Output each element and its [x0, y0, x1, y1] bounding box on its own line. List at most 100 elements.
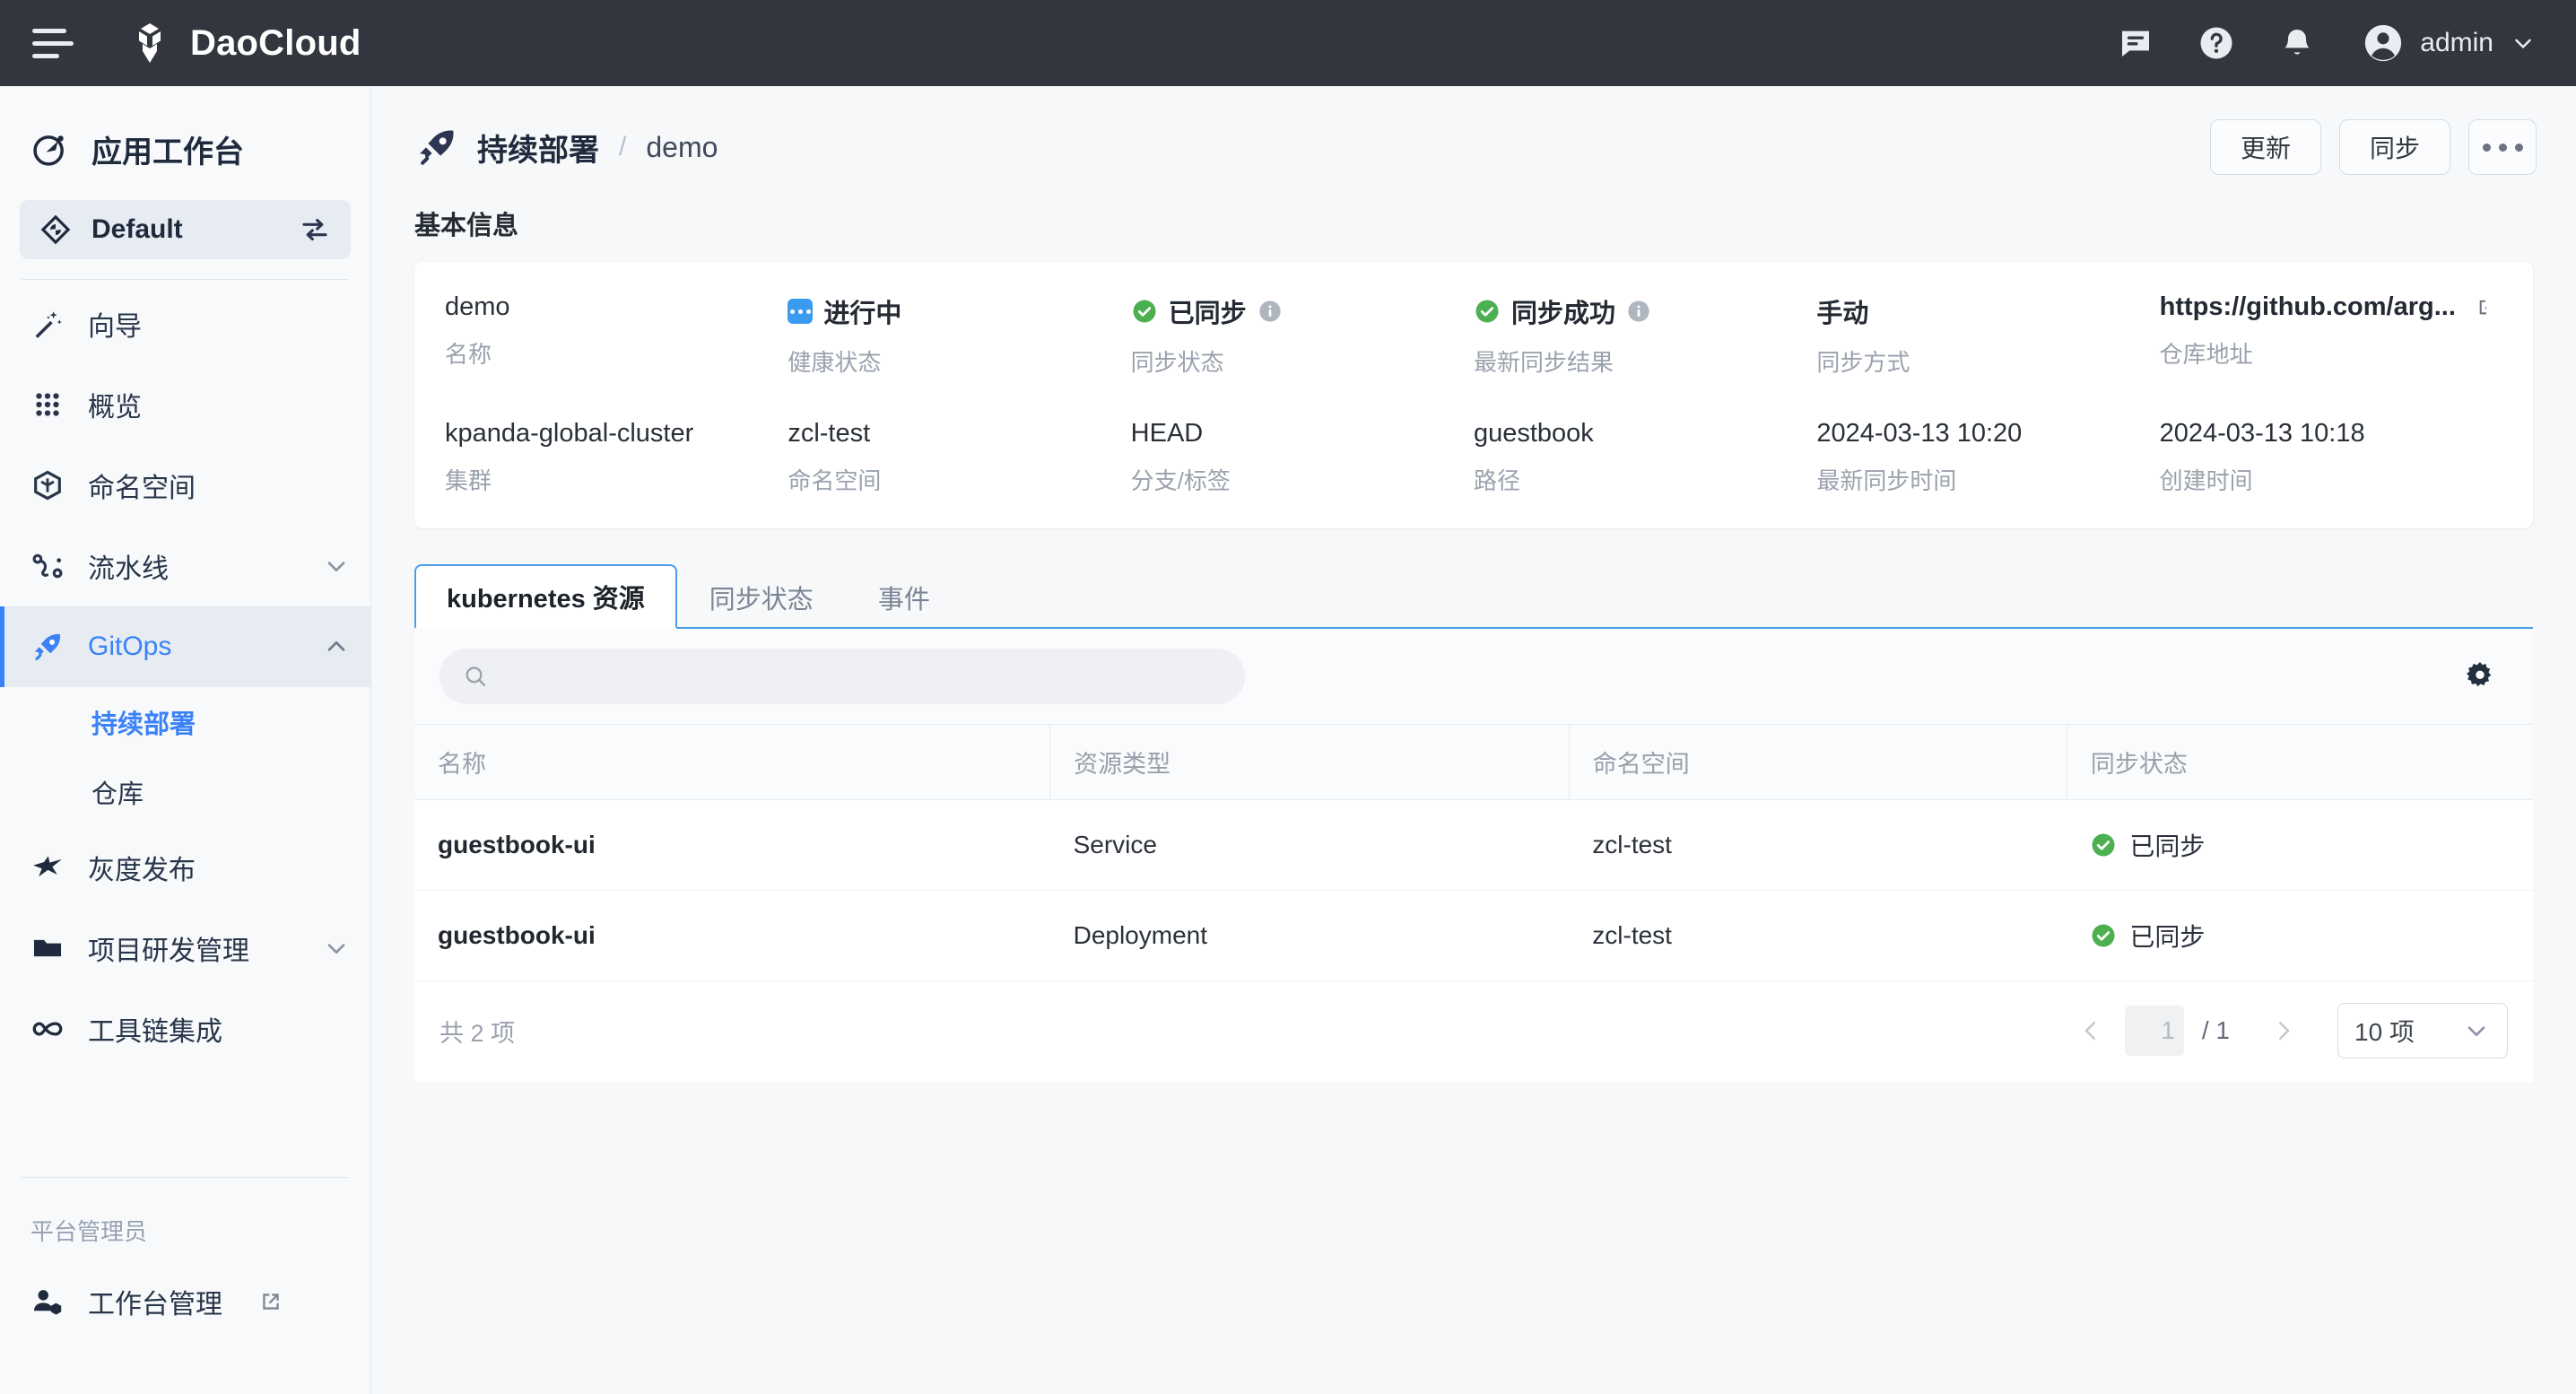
- status-badge: 已同步: [2090, 918, 2533, 954]
- cell-resource-type: Service: [1049, 799, 1570, 891]
- tab-events[interactable]: 事件: [877, 586, 930, 614]
- sidebar-nav: 向导 概览: [0, 283, 370, 1069]
- page-number-input[interactable]: [2124, 1006, 2184, 1056]
- breadcrumb-separator: /: [619, 132, 627, 161]
- info-value[interactable]: https://github.com/arg...: [2159, 292, 2456, 321]
- page-size-select[interactable]: 10 项: [2337, 1003, 2508, 1059]
- sidebar-item-toolchain[interactable]: 工具链集成: [0, 989, 370, 1069]
- pagination-total: 共 2 项: [439, 1019, 516, 1047]
- cube-icon: [34, 470, 61, 501]
- pipeline-icon: [32, 553, 63, 579]
- cell-namespace: zcl-test: [1569, 890, 2067, 981]
- help-circle-icon[interactable]: [2196, 22, 2237, 64]
- swap-icon[interactable]: [299, 213, 331, 246]
- breadcrumb-root[interactable]: 持续部署: [477, 133, 599, 168]
- running-icon: [788, 299, 814, 324]
- external-link-icon[interactable]: [258, 1289, 283, 1314]
- sidebar-item-label: 工作台管理: [88, 1290, 222, 1320]
- chevron-down-icon[interactable]: [322, 934, 351, 963]
- table-row[interactable]: guestbook-ui Service zcl-test: [414, 799, 2533, 891]
- tab-bar: kubernetes 资源 同步状态 事件: [414, 564, 2533, 629]
- sidebar-subitem-label: 仓库: [91, 780, 144, 809]
- check-circle-icon: [1475, 300, 1499, 323]
- info-key: 最新同步结果: [1473, 349, 1614, 376]
- user-cube-icon: [33, 1290, 62, 1315]
- info-value-wrap: https://github.com/arg...: [2160, 292, 2486, 322]
- check-circle-icon: [2092, 833, 2115, 857]
- sidebar-item-project-dev[interactable]: 项目研发管理: [0, 908, 370, 989]
- info-cell-sync-mode: 手动 同步方式: [1816, 292, 2159, 378]
- chevron-left-icon[interactable]: [2071, 1011, 2110, 1050]
- external-link-icon[interactable]: [2476, 296, 2486, 318]
- workspace-title: 应用工作台: [0, 111, 370, 191]
- table-row[interactable]: guestbook-ui Deployment zcl-test: [414, 890, 2533, 981]
- user-name: admin: [2420, 28, 2493, 57]
- folder-icon: [33, 939, 62, 957]
- sidebar-footer: 平台管理员 工作台管理: [0, 1177, 370, 1394]
- table-body: guestbook-ui Service zcl-test: [414, 799, 2533, 981]
- more-icon: [2482, 143, 2491, 152]
- chevron-right-icon[interactable]: [2264, 1011, 2303, 1050]
- magic-wand-icon: [35, 311, 62, 338]
- info-cell-repo-url: https://github.com/arg... 仓库地址: [2160, 292, 2502, 378]
- info-value: guestbook: [1473, 419, 1594, 448]
- search-input[interactable]: [502, 662, 1222, 691]
- sidebar-item-label: 工具链集成: [88, 1017, 222, 1047]
- chat-icon[interactable]: [2115, 22, 2156, 64]
- info-value-wrap: 已同步: [1131, 292, 1458, 330]
- sidebar-subitem-repository[interactable]: 仓库: [0, 757, 370, 827]
- sidebar-item-workbench-admin[interactable]: 工作台管理: [0, 1261, 370, 1342]
- bell-icon[interactable]: [2276, 22, 2318, 64]
- workspace-selector[interactable]: Default: [20, 200, 351, 259]
- check-circle-icon: [2092, 924, 2115, 947]
- main-content: 持续部署 / demo 更新 同步 基本信息: [371, 86, 2576, 1394]
- info-key: 名称: [445, 341, 492, 368]
- hamburger-icon[interactable]: [32, 22, 74, 64]
- info-value: HEAD: [1130, 419, 1204, 448]
- tab-kubernetes-resources[interactable]: kubernetes 资源: [414, 564, 677, 629]
- resources-table: 名称 资源类型 命名空间 同步状态 guestbook-ui Service z…: [414, 724, 2533, 981]
- sidebar-item-label: 项目研发管理: [88, 937, 249, 966]
- info-cell-cluster: kpanda-global-cluster 集群: [445, 419, 788, 496]
- brand-logo[interactable]: DaoCloud: [129, 22, 361, 65]
- status-badge: 已同步: [2090, 827, 2533, 863]
- tab-sync-status[interactable]: 同步状态: [709, 586, 814, 614]
- sidebar-item-gitops[interactable]: GitOps: [0, 606, 370, 687]
- sidebar-subitem-continuous-deployment[interactable]: 持续部署: [0, 687, 370, 757]
- status-label: 已同步: [2129, 832, 2206, 860]
- basic-info-row: demo 名称 进行中 健康状态: [414, 292, 2533, 378]
- more-icon: [2498, 143, 2507, 152]
- cell-sync-status: 已同步: [2067, 890, 2533, 981]
- table-header-row: 名称 资源类型 命名空间 同步状态: [414, 724, 2533, 800]
- body: 应用工作台 Default: [0, 86, 2576, 1394]
- more-actions-button[interactable]: [2468, 119, 2537, 175]
- info-value-wrap: 同步成功: [1474, 292, 1800, 330]
- sidebar-item-label: 流水线: [88, 554, 169, 584]
- info-cell-create-time: 2024-03-13 10:18 创建时间: [2160, 419, 2502, 496]
- info-key: 路径: [1473, 467, 1520, 494]
- info-cell-path: guestbook 路径: [1474, 419, 1816, 496]
- info-icon[interactable]: [1626, 299, 1651, 324]
- info-key: 创建时间: [2159, 467, 2253, 494]
- info-value: 2024-03-13 10:18: [2159, 419, 2365, 448]
- sidebar-item-pipeline[interactable]: 流水线: [0, 526, 370, 606]
- chevron-down-icon[interactable]: [2510, 30, 2537, 57]
- chevron-down-icon[interactable]: [322, 552, 351, 580]
- gear-icon[interactable]: [2459, 656, 2501, 697]
- user-menu[interactable]: admin: [2363, 22, 2537, 64]
- info-icon[interactable]: [1258, 299, 1283, 324]
- sidebar-item-overview[interactable]: 概览: [0, 364, 370, 445]
- info-cell-branch-tag: HEAD 分支/标签: [1131, 419, 1474, 496]
- sync-button[interactable]: 同步: [2339, 119, 2450, 175]
- search-box[interactable]: [439, 649, 1245, 704]
- sidebar-item-namespace[interactable]: 命名空间: [0, 445, 370, 526]
- sidebar-item-label: GitOps: [88, 632, 172, 661]
- sidebar-item-canary-release[interactable]: 灰度发布: [0, 827, 370, 908]
- pagination-of: / 1: [2201, 1016, 2230, 1044]
- cell-namespace: zcl-test: [1569, 799, 2067, 891]
- sidebar-section-label: 平台管理员: [30, 1218, 148, 1245]
- sidebar-item-wizard[interactable]: 向导: [0, 283, 370, 364]
- chevron-up-icon[interactable]: [322, 632, 351, 661]
- column-header-resource-type: 资源类型: [1049, 724, 1570, 800]
- update-button[interactable]: 更新: [2210, 119, 2321, 175]
